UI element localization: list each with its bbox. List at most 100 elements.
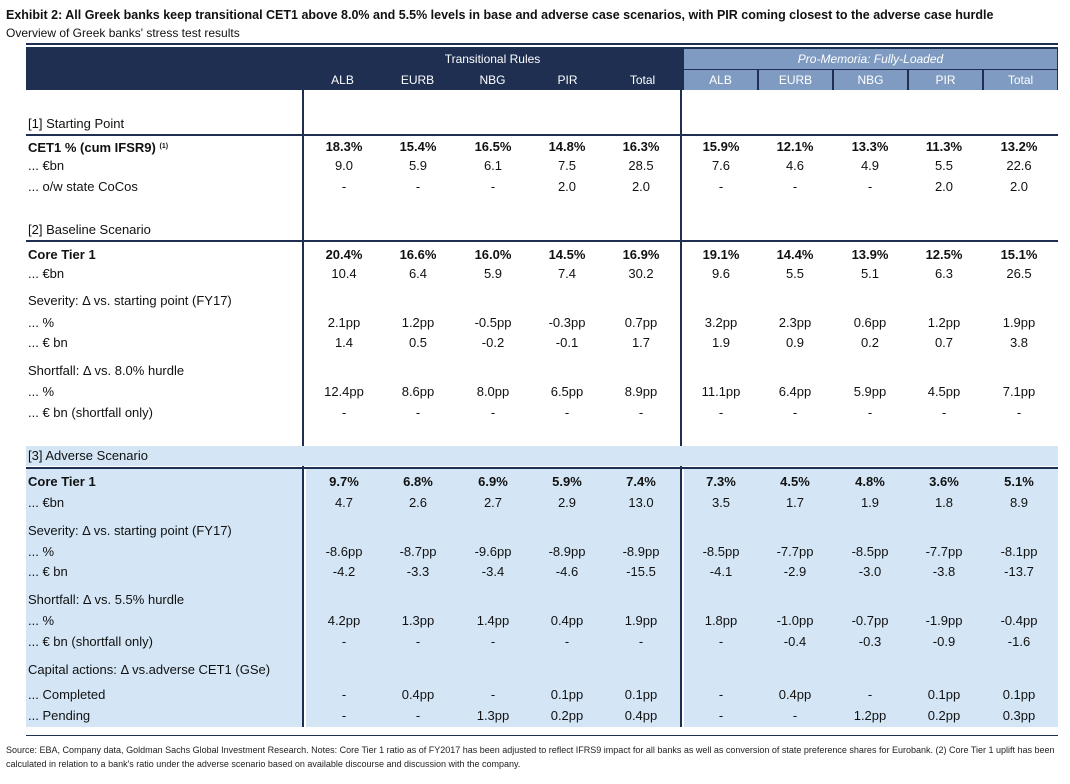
cell-transitional: - <box>490 687 496 702</box>
cell-fully-loaded: -7.7pp <box>776 544 814 559</box>
cell-transitional: 9.7% <box>329 474 359 489</box>
cell-fully-loaded: -8.1pp <box>1000 544 1038 559</box>
cell-transitional: 2.0 <box>631 179 651 194</box>
section-baseline: [2] Baseline Scenario <box>28 222 151 237</box>
cell-fully-loaded: 1.9 <box>711 335 731 350</box>
cell-fully-loaded: - <box>792 405 798 420</box>
cell-transitional: 18.3% <box>325 139 363 154</box>
adverse-shade-labels <box>26 469 302 727</box>
cell-fully-loaded: 1.9 <box>860 495 880 510</box>
cell-transitional: 1.2pp <box>401 315 435 330</box>
cell-transitional: 1.3pp <box>476 708 510 723</box>
cell-transitional: -15.5 <box>626 564 656 579</box>
cell-fully-loaded: -3.8 <box>932 564 956 579</box>
cell-transitional: 0.1pp <box>624 687 658 702</box>
adverse-shade-transitional <box>306 469 680 727</box>
row-label: ... € bn <box>28 562 68 581</box>
cell-transitional: - <box>564 405 570 420</box>
cell-transitional: 8.9pp <box>624 384 658 399</box>
cell-transitional: - <box>490 634 496 649</box>
cell-transitional: -0.5pp <box>474 315 512 330</box>
cell-transitional: 16.0% <box>474 247 512 262</box>
cell-transitional: -0.3pp <box>548 315 586 330</box>
cell-fully-loaded: - <box>792 179 798 194</box>
row-label-text: ... % <box>28 315 55 330</box>
col-header-fully-loaded: PIR <box>909 70 982 90</box>
row-label: CET1 % (cum IFSR9) (1) <box>28 137 168 157</box>
cell-transitional: 1.3pp <box>401 613 435 628</box>
row-label-text: ... € bn (shortfall only) <box>28 634 153 649</box>
cell-transitional: 2.9 <box>557 495 577 510</box>
col-header-transitional: PIR <box>531 70 604 90</box>
table-row: ... Completed - 0.4pp - 0.1pp 0.1pp - 0.4pp - 0.1… <box>0 685 1070 704</box>
cell-fully-loaded: 8.9 <box>1009 495 1029 510</box>
row-label-text: Capital actions: Δ vs.adverse CET1 (GSe) <box>28 662 271 677</box>
cell-fully-loaded: -8.5pp <box>851 544 889 559</box>
cell-fully-loaded: -1.6 <box>1007 634 1031 649</box>
table-row: Severity: Δ vs. starting point (FY17) <box>0 521 1070 540</box>
cell-fully-loaded: -0.9 <box>932 634 956 649</box>
table-row: Shortfall: Δ vs. 8.0% hurdle <box>0 361 1070 380</box>
row-label-text: ... o/w state CoCos <box>28 179 138 194</box>
row-label: ... € bn <box>28 333 68 352</box>
table-row: ... o/w state CoCos - - - 2.0 2.0 - - - 2.0 2.0 <box>0 177 1070 196</box>
cell-transitional: -9.6pp <box>474 544 512 559</box>
cell-fully-loaded: -0.7pp <box>851 613 889 628</box>
cell-transitional: 15.4% <box>399 139 437 154</box>
cell-transitional: 5.9% <box>552 474 582 489</box>
cell-transitional: 0.4pp <box>550 613 584 628</box>
cell-fully-loaded: 0.7 <box>934 335 954 350</box>
cell-fully-loaded: -13.7 <box>1004 564 1034 579</box>
table-row: CET1 % (cum IFSR9) (1) 18.3% 15.4% 16.5% 14.… <box>0 137 1070 156</box>
cell-transitional: -8.7pp <box>399 544 437 559</box>
row-label: ... % <box>28 542 54 561</box>
cell-transitional: 0.2pp <box>550 708 584 723</box>
cell-fully-loaded: 4.8% <box>855 474 885 489</box>
cell-fully-loaded: - <box>867 179 873 194</box>
table-row: ... €bn 4.7 2.6 2.7 2.9 13.0 3.5 1.7 1.9 1.8 8.9 <box>0 493 1070 512</box>
cell-fully-loaded: 2.3pp <box>778 315 812 330</box>
cell-fully-loaded: 0.6pp <box>853 315 887 330</box>
cell-transitional: 7.5 <box>557 158 577 173</box>
cell-fully-loaded: -8.5pp <box>702 544 740 559</box>
section-starting-point: [1] Starting Point <box>28 116 125 131</box>
cell-fully-loaded: 15.9% <box>702 139 740 154</box>
table-row: Capital actions: Δ vs.adverse CET1 (GSe) <box>0 660 1070 679</box>
cell-fully-loaded: 7.6 <box>711 158 731 173</box>
col-header-fully-loaded: Total <box>984 70 1057 90</box>
row-label: ... €bn <box>28 493 64 512</box>
table-row: Severity: Δ vs. starting point (FY17) <box>0 291 1070 310</box>
table-row: ... Pending - - 1.3pp 0.2pp 0.4pp - - 1.2pp 0.2pp… <box>0 706 1070 725</box>
cell-transitional: 14.8% <box>548 139 586 154</box>
col-header-transitional: Total <box>606 70 679 90</box>
cell-transitional: -0.1 <box>555 335 579 350</box>
cell-fully-loaded: 4.5% <box>780 474 810 489</box>
cell-transitional: -0.2 <box>481 335 505 350</box>
cell-fully-loaded: 5.1 <box>860 266 880 281</box>
cell-fully-loaded: 3.5 <box>711 495 731 510</box>
cell-transitional: -4.6 <box>555 564 579 579</box>
exhibit-title: Exhibit 2: All Greek banks keep transiti… <box>6 8 994 22</box>
cell-fully-loaded: -1.0pp <box>776 613 814 628</box>
row-label: Capital actions: Δ vs.adverse CET1 (GSe) <box>28 660 270 679</box>
cell-transitional: 1.7 <box>631 335 651 350</box>
cell-fully-loaded: - <box>941 405 947 420</box>
cell-fully-loaded: 19.1% <box>702 247 740 262</box>
cell-transitional: 7.4 <box>557 266 577 281</box>
cell-transitional: 10.4 <box>331 266 357 281</box>
table-row: Core Tier 1 20.4% 16.6% 16.0% 14.5% 16.9% 19.1… <box>0 245 1070 264</box>
cell-transitional: 8.6pp <box>401 384 435 399</box>
cell-transitional: - <box>341 405 347 420</box>
row-label-text: ... € bn <box>28 564 68 579</box>
cell-fully-loaded: 13.2% <box>1000 139 1038 154</box>
cell-fully-loaded: -0.4pp <box>1000 613 1038 628</box>
row-label-text: Core Tier 1 <box>28 474 96 489</box>
cell-transitional: 0.4pp <box>624 708 658 723</box>
row-label: ... Completed <box>28 685 105 704</box>
row-label-text: ... € bn <box>28 335 68 350</box>
cell-fully-loaded: 4.5pp <box>927 384 961 399</box>
cell-transitional: -8.9pp <box>548 544 586 559</box>
cell-fully-loaded: 0.2pp <box>927 708 961 723</box>
cell-fully-loaded: 7.3% <box>706 474 736 489</box>
cell-transitional: 0.4pp <box>401 687 435 702</box>
